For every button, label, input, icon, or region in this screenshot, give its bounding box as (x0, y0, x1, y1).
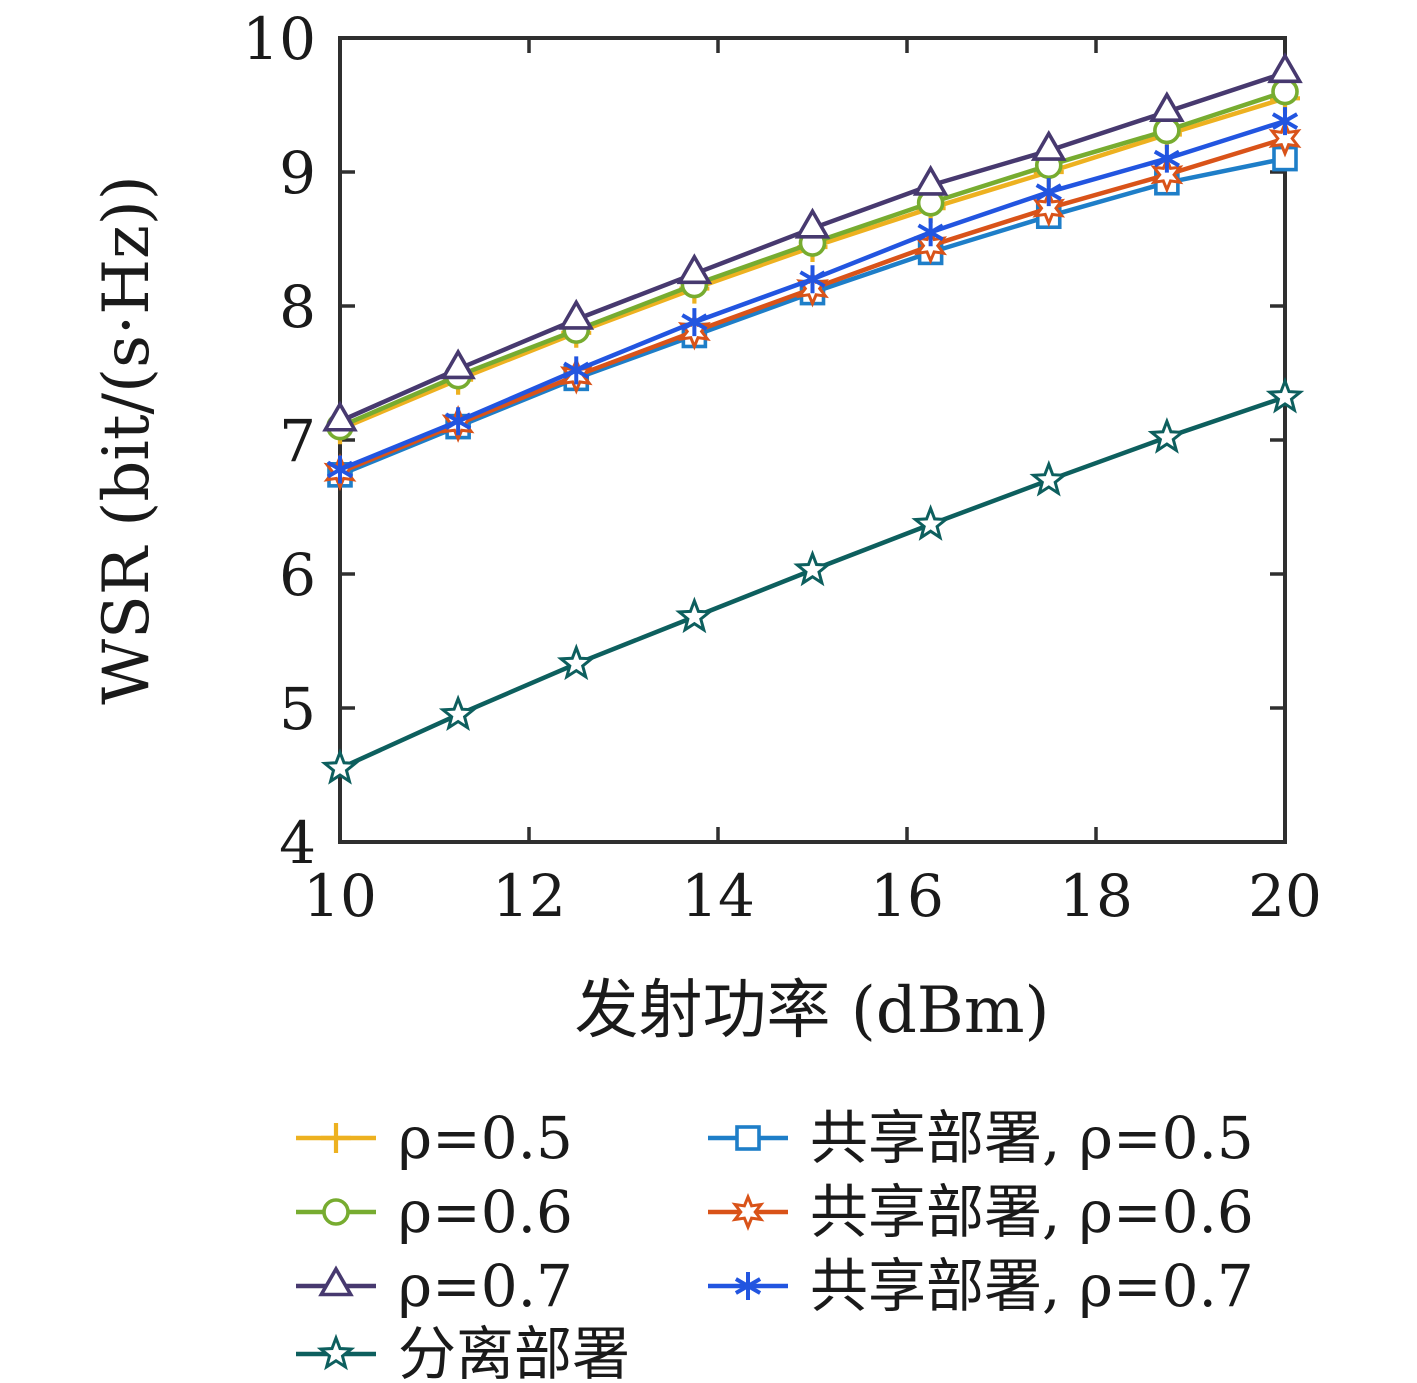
triangle-marker-icon (1267, 52, 1303, 84)
x-tick-label: 20 (1248, 862, 1322, 930)
circle-marker-icon (322, 1198, 350, 1226)
y-tick-label: 4 (279, 809, 316, 877)
circle-marker-icon (1271, 77, 1299, 106)
x-axis-label: 发射功率 (dBm) (575, 974, 1050, 1048)
y-tick-label: 6 (279, 541, 316, 609)
triangle-marker-icon (318, 1265, 354, 1297)
triangle-marker-icon (794, 207, 831, 239)
legend-item-2: ρ=0.7 (296, 1252, 573, 1320)
plot-frame (338, 36, 1287, 844)
triangle-marker-icon (1149, 91, 1185, 122)
legend-label: ρ=0.7 (398, 1252, 573, 1320)
legend-label: ρ=0.6 (398, 1178, 573, 1246)
asterisk-marker-icon (1271, 107, 1299, 136)
star-marker-icon (793, 549, 832, 587)
asterisk-marker-icon (917, 218, 944, 247)
series-line-6 (339, 394, 1286, 771)
legend-item-3: 共享部署, ρ=0.5 (708, 1104, 1254, 1172)
triangle-marker-icon (676, 253, 713, 285)
hexagram-marker-icon (1150, 155, 1184, 194)
triangle-marker-icon (440, 348, 476, 380)
circle-marker-icon (1153, 116, 1181, 145)
y-tick-label: 7 (279, 407, 316, 475)
asterisk-marker-icon (326, 455, 354, 484)
plot-area: 10 12 14 16 18 20 4 5 6 7 8 9 10 (242, 5, 1322, 930)
x-tick-label: 14 (681, 862, 755, 930)
hexagram-marker-icon (731, 1193, 765, 1231)
legend-label: ρ=0.5 (398, 1104, 573, 1172)
star-marker-icon (675, 596, 714, 634)
star-marker-icon (556, 643, 596, 681)
hexagram-marker-icon (1032, 189, 1066, 228)
star-marker-icon (320, 748, 360, 785)
y-tick-label: 10 (242, 5, 316, 73)
legend-item-1: ρ=0.6 (296, 1178, 573, 1246)
asterisk-marker-icon (681, 308, 708, 337)
series-line-0 (339, 96, 1286, 432)
star-marker-icon (911, 504, 950, 541)
legend-label: 共享部署, ρ=0.5 (810, 1104, 1254, 1172)
star-marker-icon (316, 1333, 356, 1371)
asterisk-marker-icon (444, 407, 472, 436)
square-marker-icon (735, 1125, 761, 1151)
legend-item-6: 分离部署 (296, 1320, 630, 1383)
legend-label: 分离部署 (398, 1320, 630, 1383)
asterisk-marker-icon (1153, 144, 1181, 173)
legend-label: 共享部署, ρ=0.6 (810, 1178, 1254, 1246)
triangle-marker-icon (558, 298, 595, 330)
triangle-marker-icon (1030, 129, 1067, 161)
plus-marker-icon (321, 1123, 351, 1153)
y-axis-label: WSR (bit/(s·Hz)) (90, 175, 164, 704)
y-tick-label: 5 (279, 675, 316, 743)
star-marker-icon (438, 694, 478, 732)
triangle-marker-icon (912, 164, 949, 196)
y-tick-label: 8 (279, 273, 316, 341)
asterisk-marker-icon (1035, 178, 1062, 207)
x-tick-label: 12 (492, 862, 566, 930)
legend-item-4: 共享部署, ρ=0.6 (708, 1178, 1254, 1246)
star-marker-icon (1029, 459, 1069, 497)
y-tick-label: 9 (279, 139, 316, 207)
star-marker-icon (1147, 417, 1187, 454)
triangle-marker-icon (322, 400, 358, 432)
legend-item-5: 共享部署, ρ=0.7 (708, 1252, 1254, 1320)
x-tick-label: 18 (1059, 862, 1133, 930)
legend-label: 共享部署, ρ=0.7 (810, 1252, 1254, 1320)
legend-item-0: ρ=0.5 (296, 1104, 573, 1172)
asterisk-marker-icon (563, 356, 590, 385)
x-tick-label: 16 (870, 862, 944, 930)
hexagram-marker-icon (1268, 119, 1302, 158)
asterisk-marker-icon (734, 1272, 762, 1300)
x-tick-label: 10 (303, 862, 377, 930)
series-line-3 (339, 156, 1286, 477)
star-marker-icon (1265, 376, 1305, 414)
asterisk-marker-icon (799, 265, 826, 294)
